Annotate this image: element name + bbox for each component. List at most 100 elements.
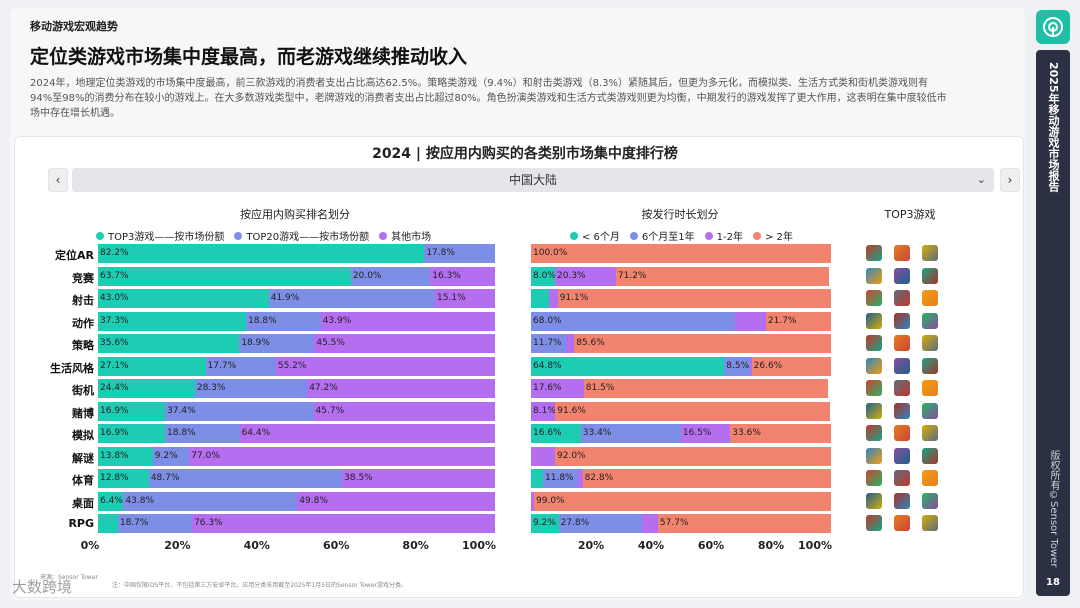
game-icon [866,515,882,531]
bar-segment: 47.2% [307,379,495,398]
source-note: 来源：Sensor Tower [40,574,98,581]
game-icon [894,402,910,419]
bar-segment: 99.0% [534,491,831,511]
legend-label: TOP3游戏——按市场份额 [108,232,225,243]
game-icon [922,335,938,351]
bar-segment: 92.0% [555,446,831,466]
category-label: 解谜 [72,451,94,465]
game-icon [922,425,938,441]
copyright: 版权所有©Sensor Tower [1048,450,1059,568]
game-icon [866,267,882,284]
bar-row: 16.9% 18.8% 64.4% [98,424,495,443]
x-tick-label: 60% [697,539,725,552]
bar-segment: 64.4% [239,424,495,443]
x-tick-label: 40% [637,539,665,552]
bar-row: 64.8% 8.5% 26.6% [531,356,831,376]
bar-row: 11.8% 82.8% [531,469,831,488]
bar-segment: 18.8% [246,311,321,331]
bar-segment: 37.4% [165,401,314,421]
bar-segment: 8.5% [724,356,750,376]
game-icon [866,312,882,329]
bar-segment: 12.8% [98,469,149,488]
prev-region-button[interactable]: ‹ [48,168,68,192]
bar-segment: 55.2% [275,356,495,376]
bar-segment: 24.4% [98,379,195,398]
bar-row: 11.7% 85.6% [531,334,831,353]
next-region-button[interactable]: › [1000,168,1020,192]
game-icon [922,402,938,419]
bar-segment: 37.3% [98,311,247,331]
game-icon [894,447,910,464]
x-tick-label: 100% [462,539,496,552]
category-label: 竞赛 [72,271,94,285]
legend-item: TOP20游戏——按市场份额 [234,228,369,243]
category-label: 射击 [72,294,94,307]
bar-segment: 11.8% [543,469,579,488]
bar-segment: 16.6% [531,424,581,443]
bar-segment: 91.6% [555,401,831,421]
bar-segment: 45.7% [313,401,495,421]
bar-segment: 38.5% [342,469,495,488]
x-tick-label: 20% [164,539,191,552]
bar-segment: 6.4% [98,491,124,511]
game-icon [922,312,938,329]
legend-label: TOP20游戏——按市场份额 [246,232,370,243]
bar-segment: 49.8% [297,491,495,511]
legend-dot-icon [704,231,713,240]
bar-segment [531,446,555,466]
bar-row: 6.4% 43.8% 49.8% [98,491,495,511]
game-icon [866,245,882,261]
bar-segment: 11.7% [531,334,567,353]
bar-segment: 76.3% [192,514,495,533]
bar-row: 100.0% [531,244,831,263]
bar-segment: 43.0% [98,289,269,308]
game-icon [894,290,910,306]
panel2-legend: < 6个月 6个月至1年 1-2年 > 2年 [570,228,793,243]
bar-segment: 20.3% [555,266,616,286]
region-dropdown[interactable]: 中国大陆 ⌄ [72,168,994,192]
legend-label: 1-2年 [716,232,743,243]
page-description: 2024年，地理定位类游戏的市场集中度最高，前三款游戏的消费者支出占比高达62.… [30,78,947,119]
game-icon [922,470,938,486]
bar-row: 63.7% 20.0% 16.3% [98,266,495,286]
bar-segment: 82.8% [582,469,831,488]
region-selector: ‹ 中国大陆 ⌄ › [48,168,1020,192]
bar-segment: 18.7% [117,514,193,533]
game-icon [894,245,910,261]
category-label: RPG [68,517,94,530]
game-icon [922,357,938,374]
bar-row: 68.0% 21.7% [531,311,831,331]
bar-segment: 20.0% [350,266,431,286]
bar-segment: 18.9% [239,334,315,353]
bar-segment: 33.6% [730,424,831,443]
x-tick-label: 20% [577,539,605,552]
game-icon [894,357,910,374]
category-label: 策略 [72,339,94,352]
bar-segment [98,514,118,533]
bar-segment [578,469,583,488]
game-icon [922,267,938,284]
bar-row: 92.0% [531,446,831,466]
game-icon [894,380,910,396]
bar-segment: 9.2% [531,514,559,533]
bar-segment [549,289,558,308]
bar-segment: 68.0% [531,311,735,331]
footnote: 注：中国仅限iOS平台，不包括第三方安卓平台。应用分类采用截至2025年1月5日… [112,582,407,589]
bar-segment: 82.2% [98,244,425,263]
bar-row: 9.2% 27.8% 57.7% [531,514,831,533]
bar-segment: 9.2% [152,446,190,466]
x-tick-label: 60% [323,539,350,552]
legend-dot-icon [96,231,104,240]
game-icon [866,447,882,464]
bar-segment: 13.8% [98,446,153,466]
bar-segment: 16.9% [98,424,166,443]
bar-row: 16.9% 37.4% 45.7% [98,401,495,421]
bar-segment: 43.9% [320,311,495,331]
legend-item: TOP3游戏——按市场份额 [96,228,224,243]
panel1-legend: TOP3游戏——按市场份额 TOP20游戏——按市场份额 其他市场 [96,228,431,243]
legend-item: > 2年 [753,228,793,243]
bar-segment: 48.7% [148,469,343,488]
game-icon [866,357,882,374]
report-title: 2025年移动游戏市场报告 [1047,62,1060,192]
game-icon [866,492,882,509]
